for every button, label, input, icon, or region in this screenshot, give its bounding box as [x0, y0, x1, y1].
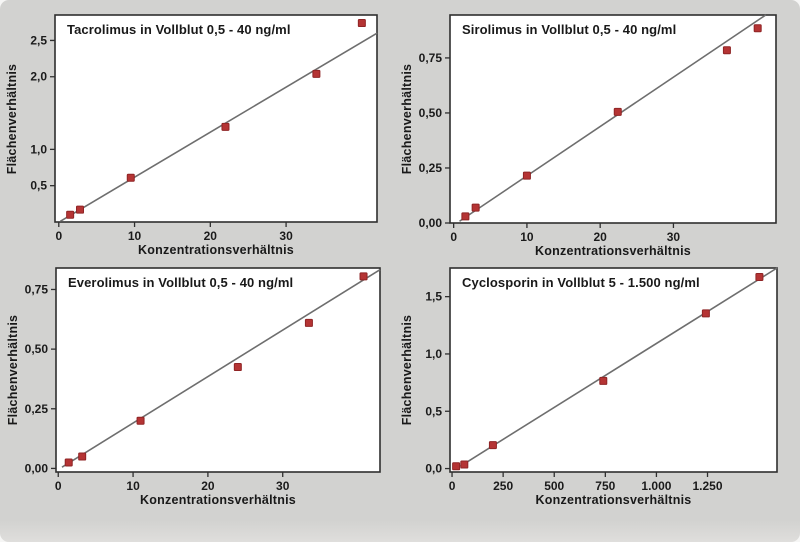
x-tick-label: 30: [667, 230, 681, 244]
x-axis-title: Konzentrationsverhältnis: [139, 493, 297, 507]
x-tick-label: 1.250: [692, 479, 722, 493]
chart-sirolimus: 0 10 20 30 0,00 0,25 0,50 0,75 Sirolimus in Vol…: [400, 0, 800, 260]
x-tick-label: 0: [449, 479, 456, 493]
data-point: [312, 69, 321, 78]
y-tick-label: 0,50: [25, 342, 49, 356]
x-tick-label: 20: [201, 479, 215, 493]
y-tick-label: 0,00: [25, 461, 49, 475]
data-point: [64, 458, 73, 467]
x-axis-title: Konzentrationsverhältnis: [535, 493, 692, 507]
y-tick-label: 2,5: [30, 33, 47, 47]
chart-title: Tacrolimus in Vollblut 0,5 - 40 ng/ml: [67, 22, 291, 37]
data-point: [66, 210, 75, 219]
y-tick-label: 0,75: [25, 282, 49, 296]
data-point: [599, 376, 608, 385]
y-tick-label: 0,5: [30, 179, 47, 193]
y-tick-label: 0,75: [419, 51, 443, 65]
y-tick-label: 0,25: [25, 402, 49, 416]
y-tick-label: 0,25: [419, 161, 443, 175]
y-axis-title: Flächenverhältnis: [6, 314, 20, 426]
x-tick-label: 10: [128, 229, 142, 243]
everolimus-plot-canvas: 0 10 20 30 0,00 0,25 0,50 0,75: [25, 267, 381, 493]
cyclosporin-plot-canvas: 0 250 500 750 1.000 1.250 0,0 0,5 1,0 1,5: [425, 267, 778, 493]
y-tick-label: 1,5: [425, 290, 442, 304]
trend-line: [59, 32, 378, 222]
chart-everolimus: 0 10 20 30 0,00 0,25 0,50 0,75 Everolimus in Vo…: [0, 253, 400, 542]
y-tick-label: 1,0: [30, 142, 47, 156]
x-tick-label: 10: [126, 479, 140, 493]
data-point: [76, 205, 85, 214]
data-point: [755, 272, 764, 281]
y-axis-title: Flächenverhältnis: [400, 314, 414, 426]
chart-title: Cyclosporin in Vollblut 5 - 1.500 ng/ml: [462, 275, 700, 290]
chart-title: Sirolimus in Vollblut 0,5 - 40 ng/ml: [462, 22, 677, 37]
plot-frame: [54, 14, 378, 223]
x-axis-title: Konzentrationsverhältnis: [137, 243, 295, 257]
chart-title: Everolimus in Vollblut 0,5 - 40 ng/ml: [68, 275, 294, 290]
data-point: [613, 107, 622, 116]
y-tick-label: 0,5: [425, 404, 442, 418]
data-point: [461, 212, 470, 221]
data-point: [460, 460, 469, 469]
x-tick-label: 1.000: [641, 479, 671, 493]
data-point: [753, 24, 762, 33]
y-axis-title: Flächenverhältnis: [5, 63, 19, 174]
x-tick-label: 10: [520, 230, 534, 244]
y-tick-label: 1,0: [425, 347, 442, 361]
tacrolimus-plot-canvas: 0 10 20 30 0,5 1,0 2,0 2,5: [30, 14, 378, 243]
chart-cyclosporin: 0 250 500 750 1.000 1.250 0,0 0,5 1,0 1,5 Cyclosp…: [400, 253, 800, 542]
y-tick-label: 0,50: [419, 106, 443, 120]
y-axis-title: Flächenverhältnis: [400, 63, 414, 175]
data-point: [522, 171, 531, 180]
data-point: [233, 363, 242, 372]
data-point: [471, 203, 480, 212]
x-tick-label: 30: [279, 229, 293, 243]
x-tick-label: 0: [55, 229, 62, 243]
data-point: [452, 462, 461, 471]
x-tick-label: 0: [450, 230, 457, 244]
trend-line: [459, 14, 767, 222]
x-tick-label: 20: [594, 230, 608, 244]
data-point: [357, 18, 366, 27]
plot-frame: [449, 14, 777, 224]
sirolimus-plot-canvas: 0 10 20 30 0,00 0,25 0,50 0,75: [419, 14, 777, 244]
data-point: [722, 46, 731, 55]
x-tick-label: 500: [544, 479, 564, 493]
data-point: [221, 122, 230, 131]
trend-line: [459, 267, 778, 467]
x-tick-label: 20: [204, 229, 218, 243]
chart-tacrolimus: 0 10 20 30 0,5 1,0 2,0 2,5 Tacrolimus in Vollbl…: [0, 0, 400, 260]
trend-line: [61, 268, 381, 468]
x-axis-title: Konzentrationsverhältnis: [534, 244, 692, 258]
data-point: [126, 173, 135, 182]
data-point: [359, 272, 368, 281]
data-point: [78, 452, 87, 461]
x-tick-label: 750: [595, 479, 615, 493]
y-tick-label: 0,00: [419, 216, 443, 230]
y-tick-label: 0,0: [425, 462, 442, 476]
data-point: [136, 416, 145, 425]
x-tick-label: 30: [276, 479, 290, 493]
x-tick-label: 0: [55, 479, 62, 493]
x-tick-label: 250: [493, 479, 513, 493]
data-point: [701, 309, 710, 318]
y-tick-label: 2,0: [30, 70, 47, 84]
data-point: [304, 318, 313, 327]
data-point: [488, 441, 497, 450]
